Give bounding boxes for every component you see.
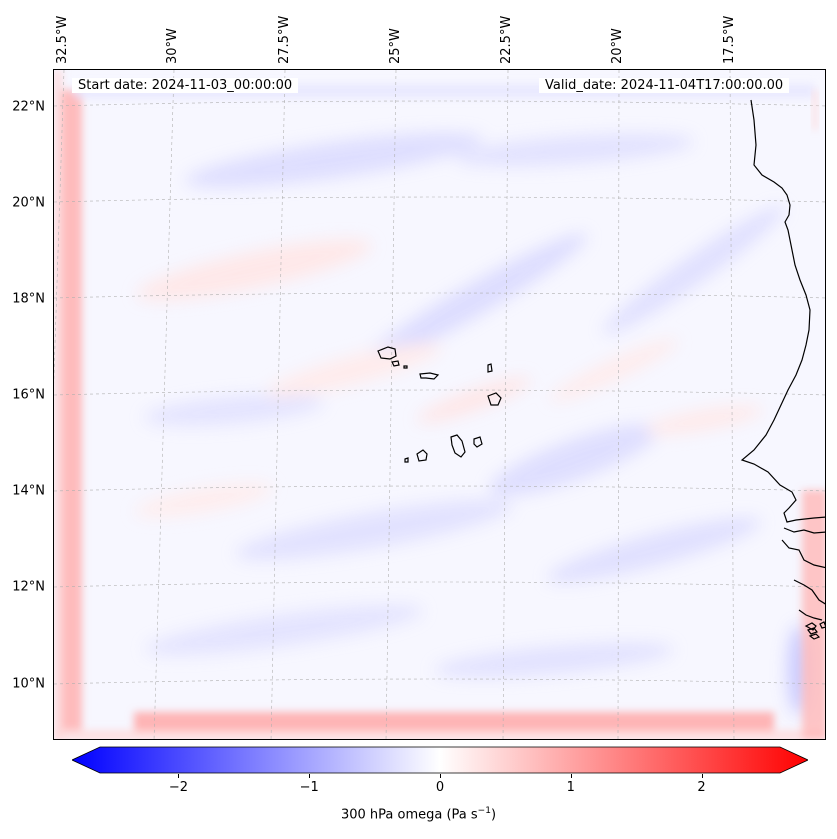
omega-field-map: [54, 70, 825, 739]
lat-label: 22°N: [12, 99, 45, 115]
santiago-island: [450, 434, 466, 458]
guinea-bissau-coast: [793, 579, 825, 621]
brava-island: [404, 457, 409, 463]
lat-label: 20°N: [12, 195, 45, 211]
sal-island: [487, 363, 493, 373]
maio-island: [473, 436, 483, 448]
west-african-coastline: [740, 99, 825, 523]
gambia-coast-detail: [781, 527, 825, 569]
colorbar-tick-label: −2: [168, 780, 189, 795]
sao-nicolau-island: [419, 372, 440, 380]
valid-date-label: Valid_date: 2024-11-04T17:00:00.00: [539, 78, 790, 93]
colorbar-body: [71, 746, 809, 774]
colorbar-tickmark: [701, 774, 703, 778]
colorbar-gradient: [71, 746, 809, 774]
lat-label: 14°N: [12, 483, 45, 499]
boundary-artifact-frame: [812, 90, 818, 130]
lat-label: 18°N: [12, 291, 45, 307]
sao-vicente-island: [391, 360, 400, 367]
santo-antao-island: [377, 346, 397, 360]
colorbar: [71, 746, 809, 774]
colorbar-label: 300 hPa omega (Pa s−1): [0, 806, 837, 822]
colorbar-variable: 300 hPa omega: [340, 807, 443, 823]
lon-label: 27.5°W: [277, 15, 292, 64]
cape-verde-islands: [377, 346, 502, 463]
colorbar-tickmark: [178, 774, 180, 778]
lat-label: 10°N: [12, 676, 45, 692]
start-date-label: Start date: 2024-11-03_00:00:00: [72, 78, 299, 93]
santa-luzia-island: [403, 365, 408, 369]
colorbar-tick-label: −1: [299, 780, 319, 795]
boa-vista-island: [487, 392, 502, 406]
colorbar-tickmark: [309, 774, 311, 778]
colorbar-tickmark: [570, 774, 572, 778]
omega-field-patches: [135, 132, 811, 715]
lat-label: 16°N: [12, 387, 45, 403]
colorbar-tick-label: 2: [697, 780, 706, 795]
lon-label: 30°W: [165, 28, 180, 64]
graticule: [54, 70, 825, 739]
lon-label: 20°W: [610, 28, 625, 64]
colorbar-units-exponent: −1: [477, 806, 491, 816]
colorbar-tickmark: [440, 774, 441, 778]
map-panel: [53, 69, 826, 740]
lon-label: 32.5°W: [55, 15, 70, 64]
lat-label: 12°N: [12, 579, 45, 595]
colorbar-units: (Pa s: [446, 807, 478, 823]
fogo-island: [416, 449, 428, 462]
colorbar-tick-label: 1: [566, 780, 575, 795]
lon-label: 17.5°W: [722, 15, 737, 64]
colorbar-units-close: ): [490, 807, 497, 823]
colorbar-tick-label: 0: [435, 780, 445, 795]
lon-label: 25°W: [388, 28, 403, 64]
bijagos-islands: [804, 621, 825, 640]
lon-label: 22.5°W: [499, 15, 514, 64]
